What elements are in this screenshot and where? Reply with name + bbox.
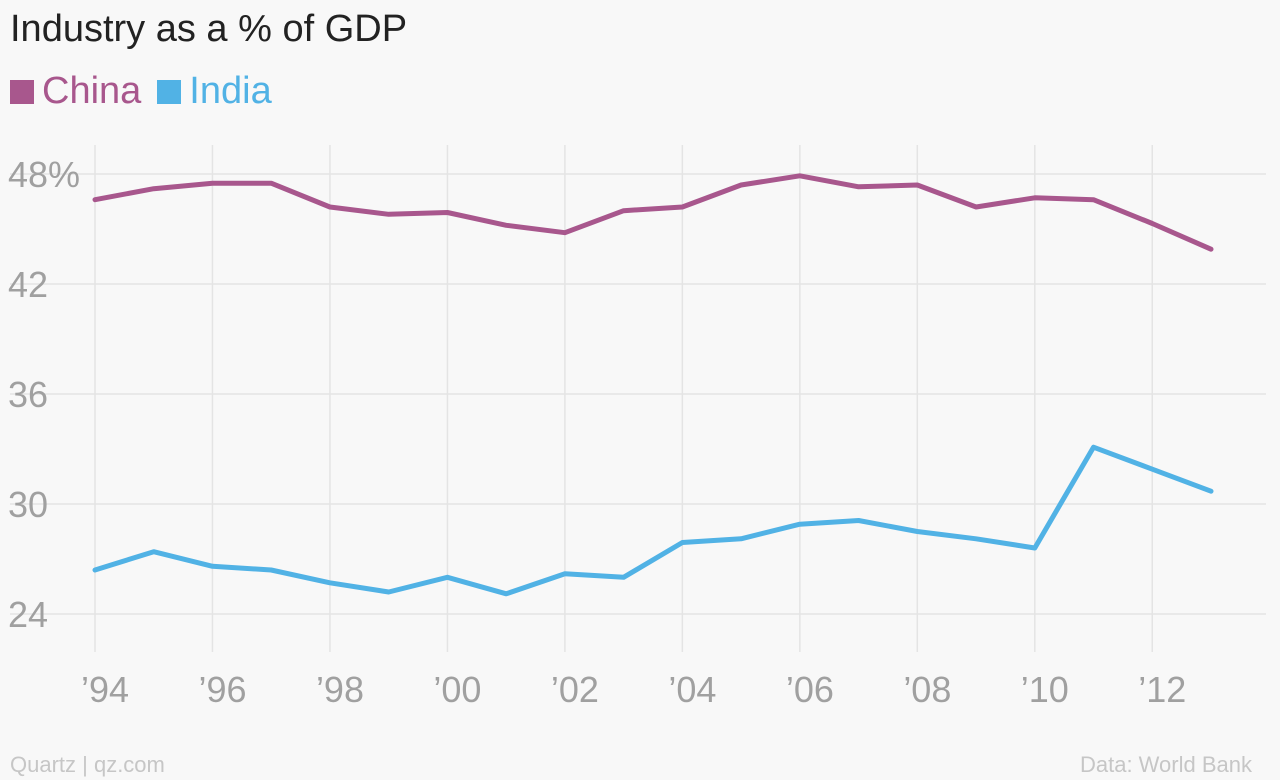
- legend-item-india: India: [157, 70, 272, 113]
- x-tick-label: ’04: [668, 669, 716, 710]
- x-axis-ticks: ’94 ’96 ’98 ’00 ’02 ’04 ’06 ’08 ’10 ’12: [81, 669, 1186, 710]
- series-line-china: [92, 173, 1214, 252]
- grid-lines: [10, 145, 1266, 652]
- y-tick-label: 24: [8, 594, 48, 635]
- legend-item-china: China: [10, 70, 141, 113]
- x-tick-label: ’96: [198, 669, 246, 710]
- chart-title: Industry as a % of GDP: [10, 8, 408, 50]
- x-tick-label: ’00: [433, 669, 481, 710]
- series-line-india: [92, 444, 1214, 597]
- y-tick-label: 48%: [8, 154, 80, 195]
- series-lines: [92, 173, 1214, 597]
- legend-label-india: India: [189, 70, 272, 112]
- legend-swatch-china: [10, 79, 34, 104]
- x-tick-label: ’98: [316, 669, 364, 710]
- data-source: Data: World Bank: [1079, 752, 1252, 777]
- legend: China India: [10, 70, 288, 113]
- x-tick-label: ’12: [1138, 669, 1186, 710]
- legend-swatch-india: [157, 79, 182, 104]
- x-tick-label: ’08: [903, 669, 951, 710]
- x-tick-label: ’06: [786, 669, 834, 710]
- legend-label-china: China: [42, 70, 142, 112]
- source-credit: Quartz | qz.com: [10, 752, 165, 777]
- x-tick-label: ’10: [1021, 669, 1069, 710]
- y-tick-label: 42: [8, 264, 48, 305]
- x-tick-label: ’94: [81, 669, 129, 710]
- x-tick-label: ’02: [551, 669, 599, 710]
- y-tick-label: 36: [8, 374, 48, 415]
- y-tick-label: 30: [8, 484, 48, 525]
- y-axis-ticks: 48% 42 36 30 24: [8, 154, 80, 635]
